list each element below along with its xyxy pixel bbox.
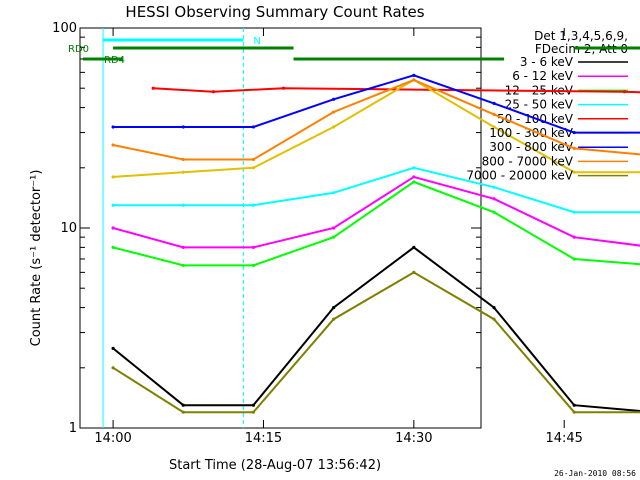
data-point-7000-20000-kev <box>492 317 496 321</box>
data-point-12-25-kev <box>111 245 115 249</box>
data-point-300-800-kev <box>181 125 185 129</box>
data-point-300-800-kev <box>332 97 336 101</box>
data-point-100-300-kev <box>492 125 496 129</box>
legend-label-100-300-kev: 100 - 300 keV <box>489 126 573 140</box>
data-point-100-300-kev <box>111 175 115 179</box>
data-point-300-800-kev <box>492 101 496 105</box>
legend-label-300-800-kev: 300 - 800 keV <box>489 140 573 154</box>
data-point-12-25-kev <box>492 210 496 214</box>
legend-label-6-12-kev: 6 - 12 keV <box>512 69 574 83</box>
series-line-12-25-kev <box>112 180 640 267</box>
data-point-25-50-kev <box>181 203 185 207</box>
flag-n-label: N <box>253 36 260 47</box>
data-point-25-50-kev <box>332 191 336 195</box>
chart-title: HESSI Observing Summary Count Rates <box>125 3 424 21</box>
data-point-800-7000-kev <box>111 143 115 147</box>
data-point-6-12-kev <box>111 226 115 230</box>
data-point-12-25-kev <box>251 263 256 268</box>
data-point-6-12-kev <box>181 245 185 249</box>
data-point-25-50-kev <box>572 210 576 214</box>
data-point-3-6-kev <box>332 305 336 310</box>
data-point-3-6-kev <box>251 403 256 407</box>
data-point-100-300-kev <box>572 170 576 174</box>
x-axis-label: Start Time (28-Aug-07 13:56:42) <box>169 458 381 473</box>
data-point-3-6-kev <box>412 245 416 249</box>
data-point-3-6-kev <box>181 403 185 407</box>
series-line-6-12-kev <box>112 175 640 249</box>
data-point-800-7000-kev <box>492 112 496 116</box>
data-point-800-7000-kev <box>332 110 336 114</box>
data-point-25-50-kev <box>492 185 496 189</box>
series-line-3-6-kev <box>112 246 640 412</box>
x-tick-label: 14:00 <box>94 431 131 446</box>
legend-label-7000-20000-kev: 7000 - 20000 keV <box>466 169 573 183</box>
legend-header-line-1: Det 1,3,4,5,6,9, <box>534 29 628 43</box>
data-point-12-25-kev <box>412 180 416 184</box>
data-point-800-7000-kev <box>572 146 576 151</box>
data-point-12-25-kev <box>332 235 336 239</box>
legend-label-3-6-kev: 3 - 6 keV <box>520 55 574 69</box>
data-point-100-300-kev <box>332 125 336 129</box>
data-point-3-6-kev <box>572 403 576 407</box>
data-point-100-300-kev <box>251 166 256 170</box>
data-point-50-100-kev <box>622 90 626 94</box>
data-point-3-6-kev <box>492 305 496 310</box>
data-point-300-800-kev <box>412 73 416 77</box>
footer-date: 26-Jan-2010 08:56 <box>554 469 636 478</box>
data-point-800-7000-kev <box>181 157 185 162</box>
data-point-50-100-kev <box>211 90 215 94</box>
data-point-6-12-kev <box>572 235 576 239</box>
data-point-6-12-kev <box>251 245 256 249</box>
data-point-6-12-kev <box>492 197 496 201</box>
legend-label-800-7000-kev: 800 - 7000 keV <box>482 154 574 168</box>
data-point-25-50-kev <box>251 203 256 207</box>
data-point-7000-20000-kev <box>332 317 336 321</box>
data-point-300-800-kev <box>251 125 256 129</box>
flag-rd0-label: RD0 <box>68 44 89 55</box>
data-point-300-800-kev <box>111 125 115 129</box>
data-point-50-100-kev <box>151 86 155 90</box>
series-line-7000-20000-kev <box>112 271 640 414</box>
data-point-25-50-kev <box>412 166 416 170</box>
data-point-7000-20000-kev <box>572 410 576 414</box>
legend-label-25-50-kev: 25 - 50 keV <box>505 98 574 112</box>
data-point-800-7000-kev <box>412 78 416 82</box>
y-axis-label: Count Rate (s⁻¹ detector⁻¹) <box>29 170 44 347</box>
x-tick-label: 14:30 <box>395 431 432 446</box>
data-point-25-50-kev <box>111 203 115 207</box>
data-point-3-6-kev <box>111 346 115 351</box>
data-point-7000-20000-kev <box>251 410 256 414</box>
data-point-6-12-kev <box>412 175 416 179</box>
data-point-50-100-kev <box>281 86 286 90</box>
data-point-800-7000-kev <box>251 157 256 162</box>
data-point-6-12-kev <box>332 226 336 230</box>
data-point-12-25-kev <box>572 257 576 261</box>
flag-rd4-label: RD4 <box>104 55 125 66</box>
data-point-7000-20000-kev <box>111 366 115 370</box>
data-point-100-300-kev <box>181 170 185 174</box>
x-tick-label: 14:15 <box>245 431 282 446</box>
data-point-12-25-kev <box>181 263 185 268</box>
data-point-7000-20000-kev <box>412 270 416 274</box>
data-point-300-800-kev <box>572 130 576 135</box>
y-tick-label: 10 <box>60 221 77 236</box>
y-tick-label: 100 <box>52 21 77 36</box>
data-point-7000-20000-kev <box>181 410 185 414</box>
x-tick-label: 14:45 <box>545 431 582 446</box>
y-tick-label: 1 <box>69 421 77 436</box>
